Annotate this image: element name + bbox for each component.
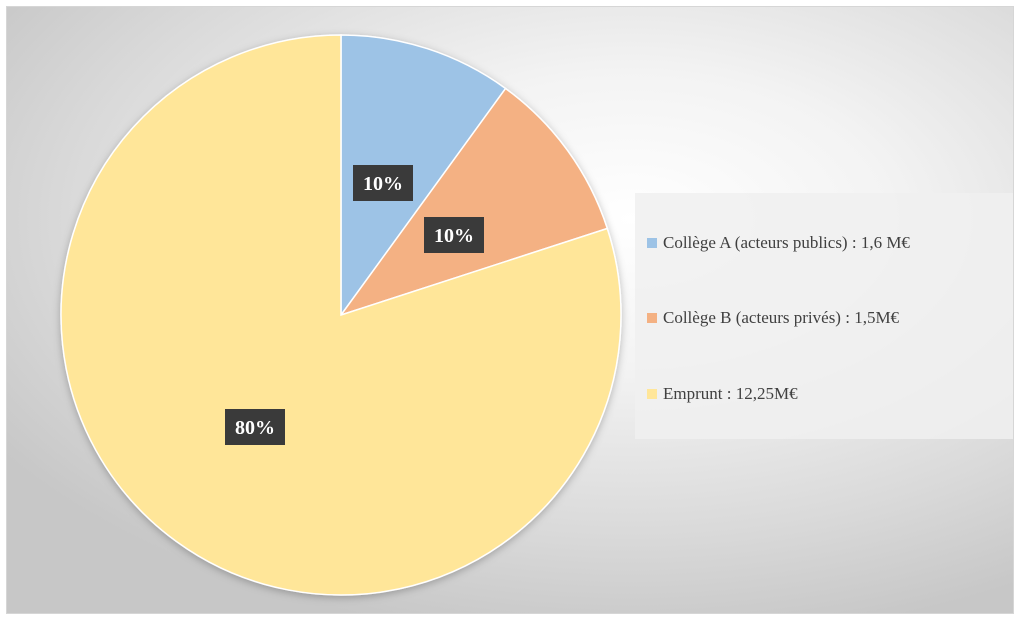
data-label-box-college-b: [424, 217, 484, 253]
legend-swatch-college-b: [647, 313, 657, 323]
legend: Collège A (acteurs publics) : 1,6 M€ Col…: [635, 193, 1013, 439]
legend-item-emprunt: Emprunt : 12,25M€: [647, 382, 798, 406]
data-label-college-a: 10%: [353, 165, 413, 201]
data-label-text-college-a: 10%: [363, 173, 403, 195]
legend-item-college-b: Collège B (acteurs privés) : 1,5M€: [647, 306, 899, 330]
legend-item-college-a: Collège A (acteurs publics) : 1,6 M€: [647, 231, 910, 255]
pie-slice-college-a: [340, 34, 507, 318]
pie-chart: 10% 10% 80%: [60, 34, 622, 596]
data-label-box-emprunt: [225, 409, 285, 445]
pie-slice-college-b: [339, 87, 609, 317]
data-label-text-emprunt: 80%: [235, 417, 275, 439]
legend-swatch-emprunt: [647, 389, 657, 399]
legend-swatch-college-a: [647, 238, 657, 248]
data-label-emprunt: 80%: [225, 409, 285, 445]
legend-label-college-a: Collège A (acteurs publics) : 1,6 M€: [663, 233, 910, 252]
data-label-box-college-a: [353, 165, 413, 201]
data-label-text-college-b: 10%: [434, 225, 474, 247]
legend-label-emprunt: Emprunt : 12,25M€: [663, 384, 798, 403]
chart-frame: 10% 10% 80% Collège A (acteurs publics) : …: [6, 6, 1014, 614]
data-label-college-b: 10%: [424, 217, 484, 253]
pie-slice-emprunt: [60, 34, 622, 596]
legend-label-college-b: Collège B (acteurs privés) : 1,5M€: [663, 308, 900, 327]
